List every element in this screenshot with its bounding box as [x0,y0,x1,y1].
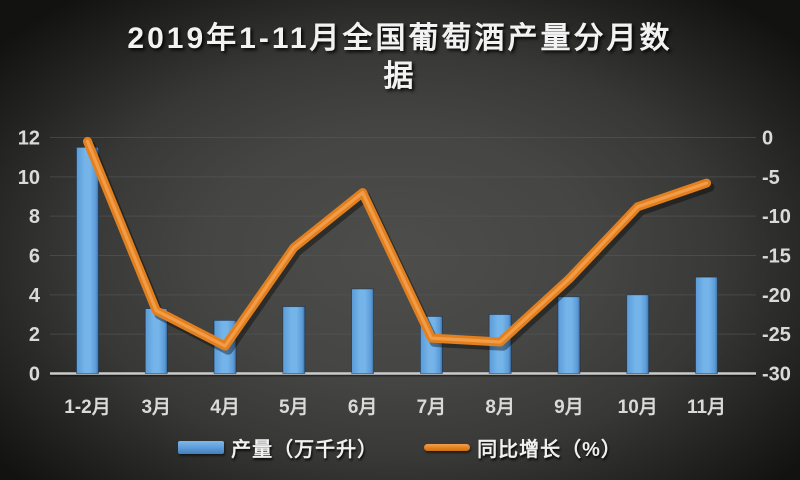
left-axis-label-8: 8 [29,206,40,228]
chart-title-line1: 2019年1-11月全国葡萄酒产量分月数 [127,22,673,55]
right-axis-label-0: 0 [762,128,773,150]
x-axis-label-1-2月: 1-2月 [64,397,110,418]
left-axis-label-6: 6 [29,246,40,268]
growth-line-shadow [85,140,715,355]
chart-title: 2019年1-11月全国葡萄酒产量分月数 据 [0,20,800,96]
left-axis-label-4: 4 [29,285,41,307]
left-axis-label-0: 0 [29,364,40,386]
x-axis-label-6月: 6月 [348,397,378,418]
growth-line-highlight [85,139,709,348]
bar-9月 [557,296,581,374]
bar-6月 [351,288,375,374]
production-bar-swatch-icon [178,441,225,454]
x-axis-label-7月: 7月 [417,397,447,418]
right-axis-label--10: -10 [762,206,791,228]
right-axis-label--15: -15 [762,246,791,268]
chart-title-line2: 据 [383,60,417,93]
x-axis-label-9月: 9月 [554,397,584,418]
production-legend-label: 产量（万千升） [231,439,379,461]
growth-line-swatch-icon [424,444,471,451]
bar-11月 [695,276,718,374]
right-axis-label--20: -20 [762,285,791,307]
bar-10月 [626,294,650,374]
left-axis-label-12: 12 [18,128,40,150]
legend-item-production: 产量（万千升） [178,433,378,462]
x-axis-label-4月: 4月 [210,397,240,418]
x-axis-label-8月: 8月 [485,397,515,418]
x-axis-label-3月: 3月 [141,397,171,418]
chart-legend: 产量（万千升） 同比增长（%） [0,433,800,462]
left-axis-label-10: 10 [18,167,40,189]
right-axis-label--5: -5 [762,167,780,189]
x-axis-label-5月: 5月 [279,397,309,418]
legend-item-growth: 同比增长（%） [424,433,622,462]
bar-5月 [282,306,306,374]
growth-legend-label: 同比增长（%） [477,439,622,461]
x-axis-label-11月: 11月 [687,397,726,418]
right-axis-label--30: -30 [762,364,791,386]
right-axis-label--25: -25 [762,324,791,346]
bar-1-2月 [76,146,99,374]
left-axis-label-2: 2 [29,324,40,346]
x-axis-label-10月: 10月 [618,397,658,418]
